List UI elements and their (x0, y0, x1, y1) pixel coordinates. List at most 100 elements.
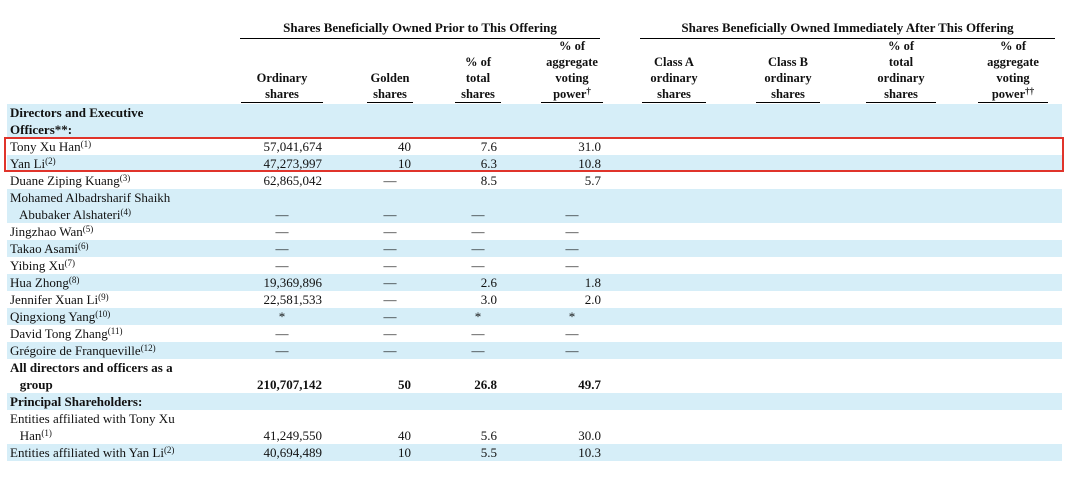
footnote-ref: (10) (95, 309, 111, 319)
column-header-line: ordinary (877, 71, 925, 85)
value-cell: * (568, 309, 576, 324)
column-header-footnote: † (586, 86, 591, 96)
value-cell: 7.6 (480, 139, 497, 154)
value-cell: — (565, 258, 579, 273)
row-name: Yibing Xu(7) (10, 257, 1065, 274)
value-cell: — (383, 207, 397, 222)
value-cell: 3.0 (480, 292, 497, 307)
column-header: % of aggregate voting power†† (953, 38, 1073, 102)
value-cell: 210,707,142 (257, 377, 322, 392)
value-cell: 2.6 (480, 275, 497, 290)
column-header-underline (978, 102, 1048, 103)
column-header-line: ordinary (764, 71, 812, 85)
row-name-line: Jennifer Xuan Li (10, 292, 99, 307)
value-cell: — (275, 224, 289, 239)
value-cell: — (471, 326, 485, 341)
value-cell: — (565, 207, 579, 222)
column-header-line: Ordinary (256, 71, 308, 85)
value-cell: — (275, 326, 289, 341)
group-header-prior: Shares Beneficially Owned Prior to This … (283, 20, 557, 35)
table-row: Mohamed Albadrsharif Shaikh Abubaker Als… (7, 189, 1062, 223)
column-header: Class B ordinary shares (728, 54, 848, 102)
value-cell: — (565, 224, 579, 239)
column-header: % of aggregate voting power† (512, 38, 632, 102)
footnote-ref: (9) (98, 292, 109, 302)
footnote-ref: (11) (107, 326, 123, 336)
column-header: Class A ordinary shares (614, 54, 734, 102)
table-row: Hua Zhong(8) 19,369,896—2.6 1.8 (7, 274, 1062, 291)
row-name-line: All directors and officers as a (10, 360, 173, 375)
column-header-line: total (888, 55, 914, 69)
value-cell: — (383, 326, 397, 341)
value-cell: 10.8 (578, 156, 601, 171)
value-cell: 5.6 (480, 428, 497, 443)
value-cell: 57,041,674 (263, 139, 323, 154)
group-line-prior (240, 38, 600, 39)
value-cell: 40,694,489 (263, 445, 323, 460)
row-name: Qingxiong Yang(10) (10, 308, 1065, 325)
table-row: Yan Li(2) 47,273,997 10 6.3 10.8 (7, 155, 1062, 172)
column-header-line: % of (999, 39, 1027, 53)
value-cell: — (275, 241, 289, 256)
row-name-line: Jingzhao Wan (10, 224, 83, 239)
row-name-line: Takao Asami (10, 241, 79, 256)
value-cell: 30.0 (578, 428, 601, 443)
column-header-underline (866, 102, 936, 103)
column-header-line: Class A (654, 55, 694, 69)
value-cell: — (565, 343, 579, 358)
table-row: All directors and officers as a group 210… (7, 359, 1062, 393)
value-cell: * (278, 309, 286, 324)
column-header-underline (642, 102, 706, 103)
row-name: Takao Asami(6) (10, 240, 1065, 257)
table-row: Qingxiong Yang(10) * — * * (7, 308, 1062, 325)
value-cell: — (383, 258, 397, 273)
column-header-line: aggregate (546, 55, 598, 69)
column-header-line: shares (373, 87, 407, 101)
value-cell: — (383, 275, 397, 290)
value-cell: 8.5 (480, 173, 497, 188)
row-name-line: David Tong Zhang (10, 326, 108, 341)
column-header-line: Golden (370, 71, 410, 85)
table-row: Entities affiliated with Yan Li(2) 40,694… (7, 444, 1062, 461)
column-header-line: aggregate (987, 55, 1039, 69)
row-name-line: Duane Ziping Kuang (10, 173, 120, 188)
value-cell: — (565, 241, 579, 256)
column-header-line: shares (884, 87, 918, 101)
table-row: Entities affiliated with Tony Xu Han(1) 4… (7, 410, 1062, 444)
value-cell: 62,865,042 (263, 173, 323, 188)
row-name: Entities affiliated with Tony Xu Han(1) (10, 410, 1065, 444)
footnote-ref: (6) (78, 241, 89, 251)
column-header-footnote: †† (1025, 86, 1035, 96)
value-cell: — (275, 207, 289, 222)
column-header-line: total (465, 71, 491, 85)
row-name: Principal Shareholders: (10, 393, 1065, 410)
value-cell: 49.7 (578, 377, 601, 392)
table-row: David Tong Zhang(11) — — — — (7, 325, 1062, 342)
column-header-underline (455, 102, 501, 103)
table-row: Takao Asami(6) — — — — (7, 240, 1062, 257)
row-name-line: Han (10, 428, 42, 443)
footnote-ref: (1) (41, 428, 52, 438)
column-header: Golden shares (330, 70, 450, 102)
value-cell: 31.0 (578, 139, 601, 154)
footnote-ref: (2) (163, 445, 175, 455)
value-cell: 10 (398, 445, 411, 460)
value-cell: — (471, 241, 485, 256)
table-row: Principal Shareholders: (7, 393, 1062, 410)
value-cell: 47,273,997 (263, 156, 323, 171)
row-name: David Tong Zhang(11) (10, 325, 1065, 342)
table-row: Jennifer Xuan Li(9) 22,581,533—3.0 2.0 (7, 291, 1062, 308)
column-header-underline (367, 102, 413, 103)
value-cell: * (474, 309, 482, 324)
footnote-ref: (3) (119, 173, 131, 183)
column-header-line: ordinary (650, 71, 698, 85)
table-row: Tony Xu Han(1) 57,041,674 40 7.6 31.0 (7, 138, 1062, 155)
value-cell: — (565, 326, 579, 341)
group-header-after: Shares Beneficially Owned Immediately Af… (681, 20, 1014, 35)
row-name-line: Entities affiliated with Tony Xu (10, 411, 175, 426)
row-name-line: Tony Xu Han (10, 139, 81, 154)
footnote-ref: (7) (64, 258, 76, 268)
value-cell: — (383, 173, 397, 188)
row-name: Jingzhao Wan(5) (10, 223, 1065, 240)
value-cell: 26.8 (474, 377, 497, 392)
